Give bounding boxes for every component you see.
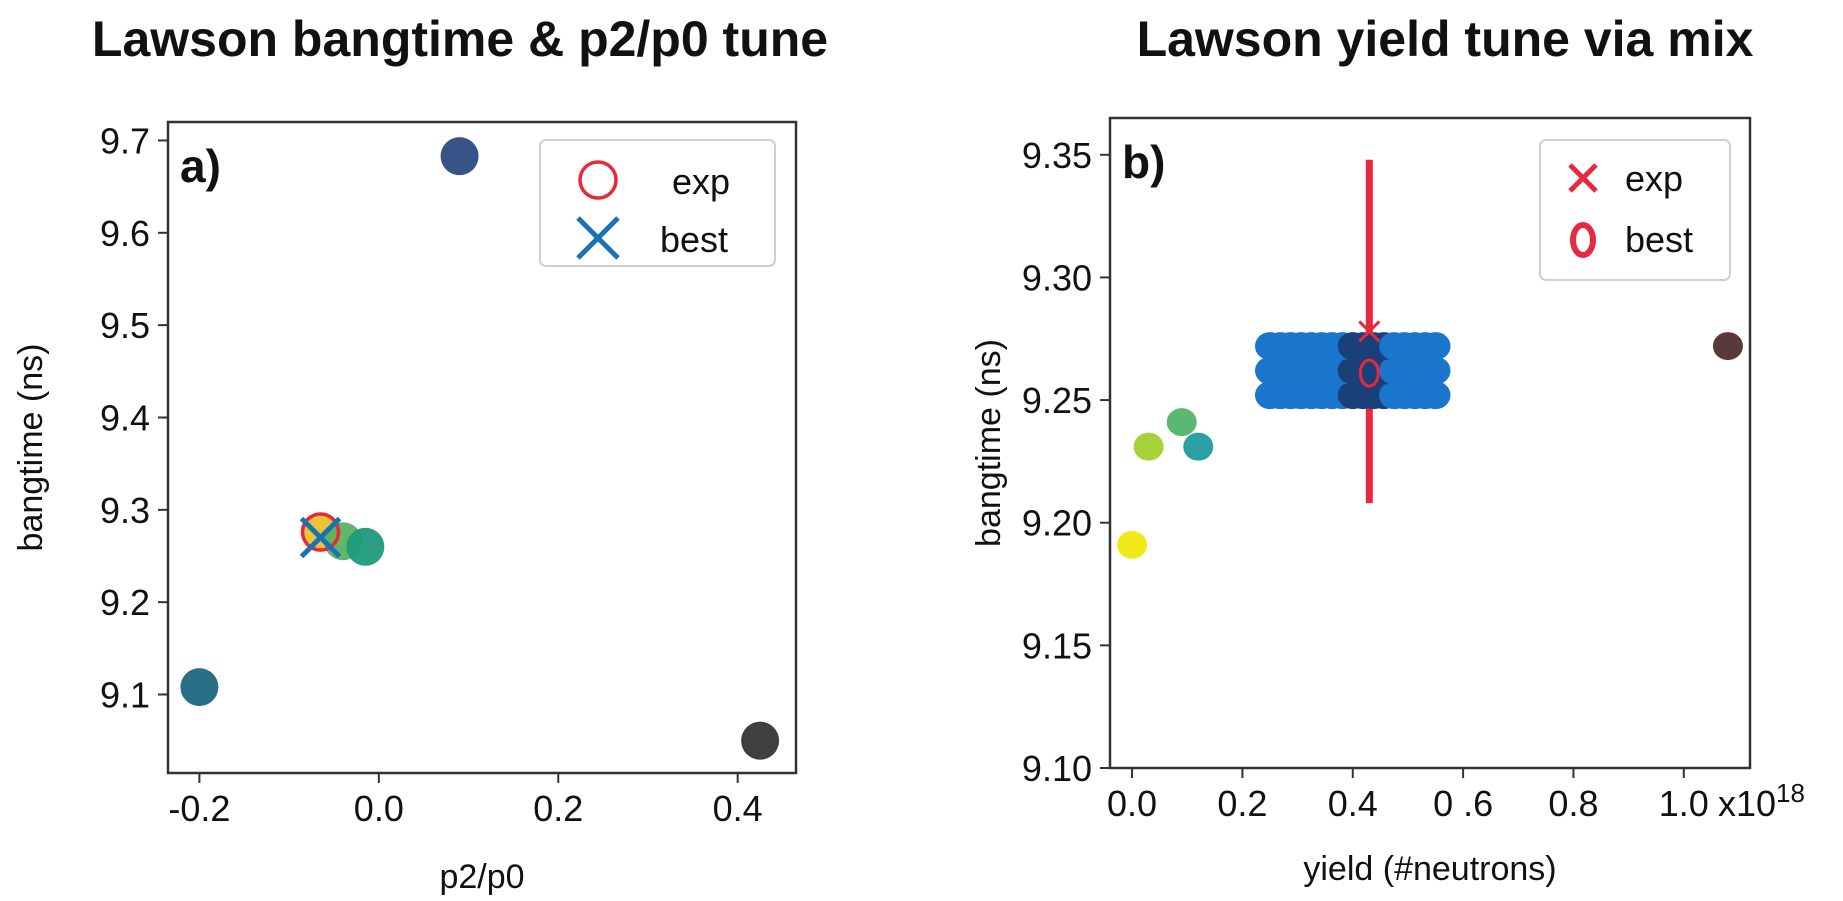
y-tick-label: 9.4 (100, 397, 150, 438)
data-point (741, 721, 780, 760)
data-point (440, 137, 479, 176)
data-point (1166, 408, 1197, 437)
plot-frame (166, 120, 798, 775)
y-tick-label: 9.30 (1022, 257, 1092, 298)
chart-b: 0.0 0.2 0.4 0 .6 0.8 1.0 9.10 9.15 9.20 9.25 9.30 9… (970, 116, 1805, 888)
data-point (346, 527, 385, 566)
data-point (1133, 432, 1164, 461)
x-tick-label: 0.2 (1217, 783, 1267, 824)
panel-label: a) (180, 140, 221, 192)
x-tick-label: 0 .6 (1433, 783, 1493, 824)
y-tick-label: 9.2 (100, 582, 150, 623)
y-tick-label: 9.6 (100, 213, 150, 254)
data-point (1117, 530, 1148, 559)
x-tick-label: 0.4 (1328, 783, 1378, 824)
cluster-points (1255, 332, 1451, 410)
chart-a-title: Lawson bangtime & p2/p0 tune (91, 11, 829, 67)
chart-b-title: Lawson yield tune via mix (1136, 11, 1754, 67)
legend-best-label: best (1625, 219, 1693, 260)
x-tick-label: 0.0 (1107, 783, 1157, 824)
legend: exp best (1539, 139, 1731, 281)
best-marker (299, 516, 342, 559)
y-tick-label: 9.1 (100, 675, 150, 716)
x-multiplier: x1018 (1718, 778, 1805, 824)
legend-exp-marker (578, 160, 618, 200)
best-marker (1358, 358, 1380, 388)
legend-exp-marker (1568, 163, 1598, 193)
chart-a: -0.2 0.0 0.2 0.4 9.1 9.2 9.3 9.4 9.5 9.6 9.7 p2/p0 b… (12, 120, 798, 896)
y-tick-label: 9.35 (1022, 135, 1092, 176)
legend-best-marker (576, 216, 620, 260)
data-point (1712, 332, 1743, 361)
data-point (1420, 332, 1451, 361)
legend-best-marker (1570, 222, 1596, 258)
x-tick-label: 0.0 (354, 788, 404, 829)
y-tick-label: 9.5 (100, 305, 150, 346)
x-tick-label: -0.2 (168, 788, 230, 829)
plot-frame (1108, 116, 1752, 770)
y-tick-label: 9.10 (1022, 748, 1092, 789)
x-tick-label: 0.8 (1548, 783, 1598, 824)
legend: exp best (539, 139, 776, 267)
legend-exp-label: exp (1625, 158, 1683, 199)
data-point (1420, 356, 1451, 385)
data-point (180, 668, 219, 707)
x-axis-label: p2/p0 (439, 858, 524, 896)
panel-label: b) (1122, 136, 1165, 188)
legend-box (539, 139, 776, 267)
data-point (1183, 432, 1214, 461)
y-tick-label: 9.3 (100, 490, 150, 531)
y-tick-label: 9.7 (100, 120, 150, 161)
x-tick-label: 1.0 (1659, 783, 1709, 824)
x-axis-label: yield (#neutrons) (1303, 850, 1556, 888)
exp-marker (300, 512, 341, 552)
y-axis-label: bangtime (ns) (12, 344, 50, 552)
legend-best-label: best (660, 219, 728, 260)
y-tick-label: 9.15 (1022, 625, 1092, 666)
y-tick-label: 9.20 (1022, 503, 1092, 544)
scatter-points (1117, 332, 1743, 559)
y-tick-label: 9.25 (1022, 380, 1092, 421)
y-axis-label: bangtime (ns) (970, 339, 1008, 547)
legend-exp-label: exp (672, 161, 730, 202)
x-tick-label: 0.4 (713, 788, 763, 829)
exp-marker (1358, 320, 1381, 343)
x-tick-label: 0.2 (533, 788, 583, 829)
data-point (1420, 381, 1451, 410)
